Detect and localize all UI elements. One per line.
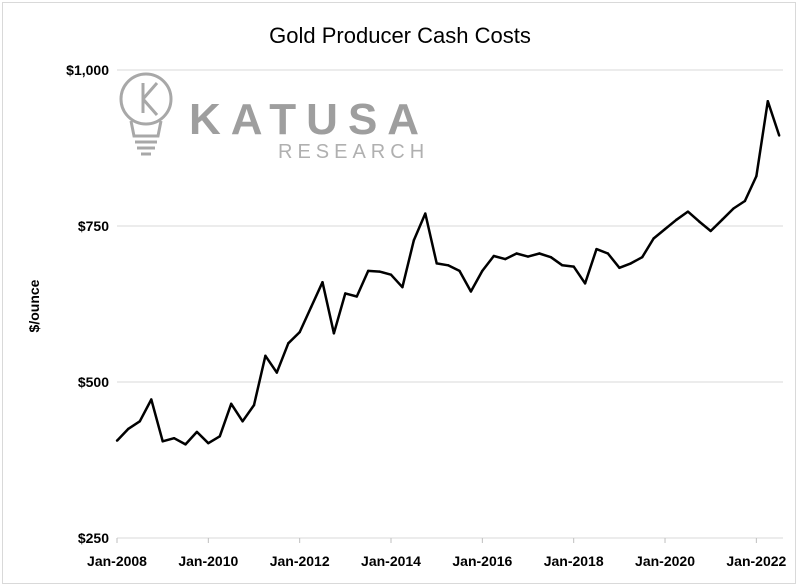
x-tick-label: Jan-2014: [361, 553, 421, 569]
x-tick-label: Jan-2022: [726, 553, 786, 569]
data-point: [287, 342, 290, 345]
katusa-watermark: KATUSA RESEARCH: [119, 72, 429, 163]
data-point: [207, 441, 210, 445]
watermark-sub: RESEARCH: [278, 141, 429, 163]
data-point: [264, 354, 267, 357]
data-point: [241, 420, 244, 423]
data-point: [412, 239, 416, 242]
data-point: [606, 252, 610, 255]
line-chart: KATUSA RESEARCH Gold Producer Cash Costs…: [26, 23, 787, 569]
x-axis: Jan-2008 Jan-2010 Jan-2012 Jan-2014 Jan-2016…: [87, 538, 787, 569]
data-point: [252, 403, 256, 407]
chart-title: Gold Producer Cash Costs: [269, 23, 531, 48]
data-point: [777, 134, 781, 137]
data-point: [298, 330, 301, 334]
data-point: [515, 252, 518, 255]
data-point: [675, 218, 678, 221]
y-tick-label: $500: [78, 374, 109, 390]
gridlines: [117, 69, 783, 539]
y-tick-label: $1,000: [66, 62, 109, 78]
data-point: [115, 439, 119, 442]
watermark-brand: KATUSA: [189, 95, 429, 144]
y-axis: $250 $500 $750 $1,000: [66, 62, 109, 546]
data-point: [127, 427, 130, 430]
data-point: [743, 199, 747, 203]
data-point: [401, 285, 404, 289]
data-point: [481, 269, 484, 273]
data-point: [355, 295, 358, 298]
data-point: [526, 255, 530, 258]
data-point: [652, 237, 655, 240]
data-point: [698, 220, 701, 223]
x-tick-label: Jan-2010: [178, 553, 238, 569]
data-point: [732, 207, 735, 210]
data-point: [435, 262, 438, 265]
x-tick-label: Jan-2008: [87, 553, 147, 569]
data-point: [492, 254, 495, 258]
y-tick-label: $750: [78, 218, 109, 234]
data-point: [218, 435, 221, 438]
data-point: [663, 227, 667, 231]
data-point: [458, 269, 461, 273]
lightbulb-k-icon: [119, 72, 173, 156]
data-point: [389, 273, 393, 276]
data-point: [503, 257, 507, 261]
data-point: [538, 252, 541, 255]
x-tick-label: Jan-2016: [452, 553, 512, 569]
data-point: [424, 212, 427, 215]
x-tick-label: Jan-2020: [635, 553, 695, 569]
data-point: [229, 402, 233, 406]
data-point: [321, 280, 324, 284]
data-point: [583, 282, 587, 285]
data-point: [766, 100, 769, 103]
data-point: [344, 292, 347, 295]
data-point: [446, 264, 450, 267]
series-line: [116, 99, 781, 446]
x-tick-label: Jan-2018: [544, 553, 604, 569]
data-point: [184, 443, 187, 446]
data-point: [469, 290, 473, 293]
x-tick-label: Jan-2012: [270, 553, 330, 569]
data-point: [618, 266, 621, 270]
data-point: [755, 174, 758, 178]
data-point: [572, 265, 575, 268]
data-point: [640, 256, 644, 259]
data-point: [195, 430, 199, 434]
data-point: [629, 262, 632, 265]
data-point: [161, 440, 164, 443]
data-point: [150, 398, 153, 401]
data-point: [595, 247, 598, 251]
data-point: [561, 264, 564, 267]
data-point: [309, 305, 313, 309]
data-point: [332, 332, 336, 335]
data-point: [172, 436, 176, 440]
data-point: [138, 420, 142, 423]
data-point: [549, 256, 553, 259]
data-point: [686, 210, 690, 213]
y-tick-label: $250: [78, 530, 109, 546]
series-layer: [115, 99, 781, 446]
data-point: [378, 270, 381, 273]
data-point: [275, 371, 279, 374]
data-point: [709, 229, 712, 233]
y-axis-title: $/ounce: [26, 279, 42, 332]
data-point: [720, 218, 724, 221]
data-point: [366, 269, 370, 273]
